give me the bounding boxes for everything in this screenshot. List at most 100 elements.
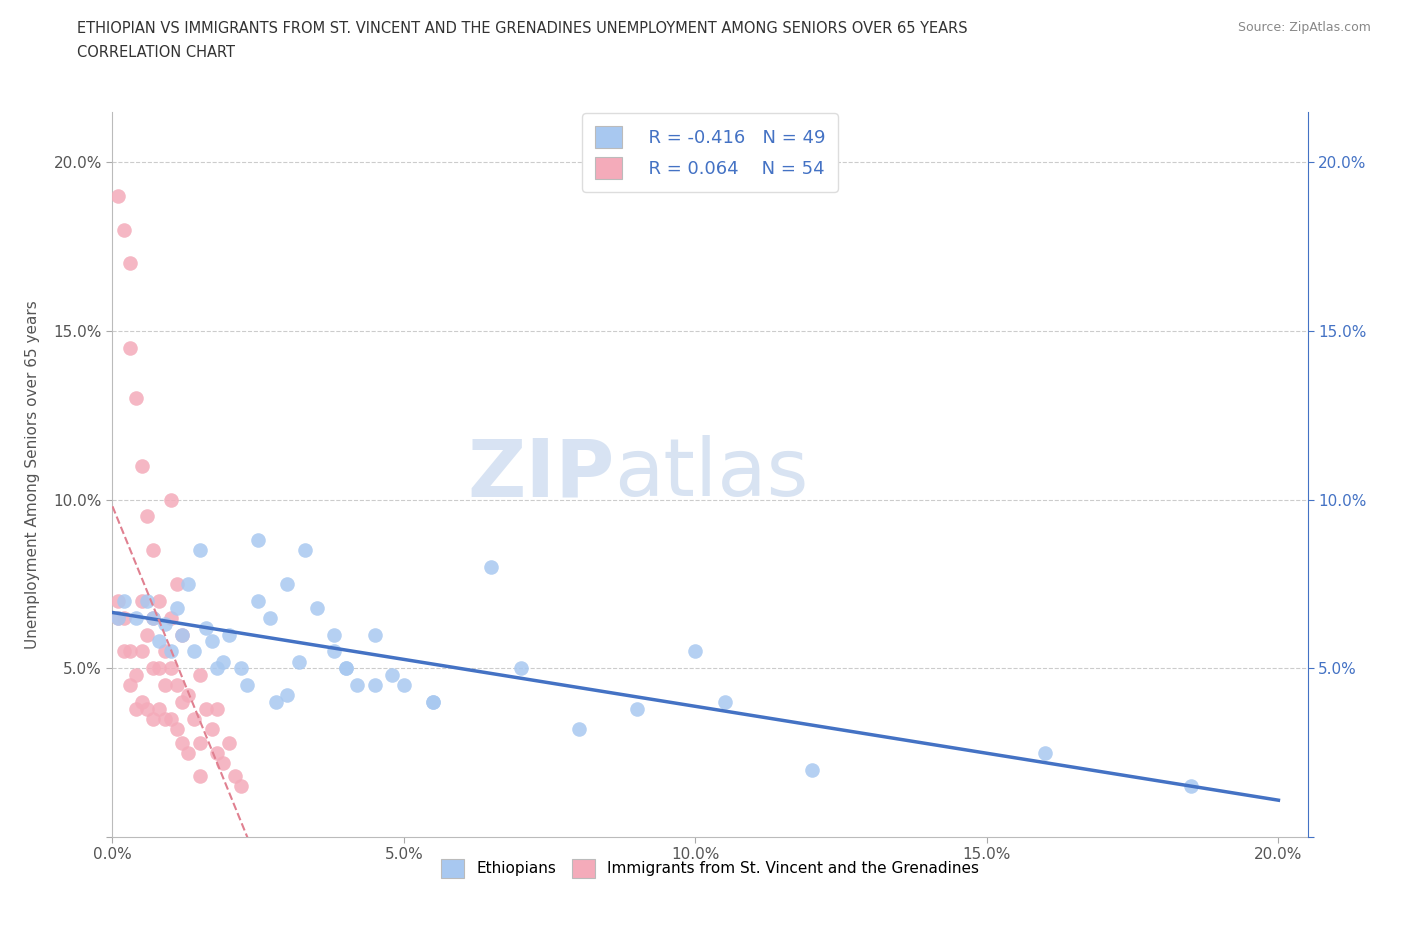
Point [247, 593, 270, 608]
Point [125, 668, 148, 683]
Point [188, 543, 211, 558]
Point [713, 695, 735, 710]
Point [131, 695, 153, 710]
Point [346, 678, 368, 693]
Legend: Ethiopians, Immigrants from St. Vincent and the Grenadines: Ethiopians, Immigrants from St. Vincent … [436, 853, 984, 884]
Point [153, 617, 176, 631]
Point [112, 593, 135, 608]
Point [212, 755, 235, 770]
Point [107, 610, 129, 625]
Point [183, 644, 205, 658]
Point [207, 701, 229, 716]
Text: ZIP: ZIP [467, 435, 614, 513]
Point [159, 644, 181, 658]
Point [107, 189, 129, 204]
Point [229, 779, 252, 794]
Point [177, 745, 200, 760]
Point [626, 701, 648, 716]
Point [229, 661, 252, 676]
Point [177, 577, 200, 591]
Point [107, 610, 129, 625]
Point [200, 634, 222, 649]
Point [335, 661, 357, 676]
Point [685, 644, 707, 658]
Point [148, 701, 170, 716]
Point [172, 735, 194, 750]
Point [194, 701, 217, 716]
Point [276, 577, 298, 591]
Point [118, 340, 141, 355]
Point [172, 627, 194, 642]
Point [177, 688, 200, 703]
Point [1180, 779, 1202, 794]
Point [131, 458, 153, 473]
Point [136, 593, 159, 608]
Point [1033, 745, 1056, 760]
Point [166, 722, 188, 737]
Point [335, 661, 357, 676]
Point [183, 711, 205, 726]
Point [188, 668, 211, 683]
Point [224, 769, 246, 784]
Point [294, 543, 316, 558]
Point [112, 610, 135, 625]
Y-axis label: Unemployment Among Seniors over 65 years: Unemployment Among Seniors over 65 years [25, 300, 39, 649]
Point [288, 654, 311, 669]
Point [259, 610, 281, 625]
Point [422, 695, 444, 710]
Point [323, 627, 346, 642]
Point [568, 722, 591, 737]
Point [481, 560, 503, 575]
Point [112, 644, 135, 658]
Point [118, 256, 141, 271]
Text: Source: ZipAtlas.com: Source: ZipAtlas.com [1237, 21, 1371, 34]
Point [801, 762, 824, 777]
Point [276, 688, 298, 703]
Point [509, 661, 531, 676]
Point [323, 644, 346, 658]
Point [264, 695, 287, 710]
Point [218, 627, 240, 642]
Point [218, 735, 240, 750]
Point [212, 654, 235, 669]
Point [125, 391, 148, 405]
Point [153, 711, 176, 726]
Point [118, 678, 141, 693]
Point [131, 593, 153, 608]
Point [166, 600, 188, 615]
Text: atlas: atlas [614, 435, 808, 513]
Point [207, 661, 229, 676]
Point [159, 492, 181, 507]
Point [136, 509, 159, 524]
Point [172, 695, 194, 710]
Point [142, 610, 165, 625]
Point [148, 661, 170, 676]
Point [194, 620, 217, 635]
Point [118, 644, 141, 658]
Point [142, 610, 165, 625]
Point [112, 222, 135, 237]
Point [166, 577, 188, 591]
Point [142, 711, 165, 726]
Point [136, 701, 159, 716]
Point [159, 711, 181, 726]
Point [159, 610, 181, 625]
Point [188, 735, 211, 750]
Point [364, 627, 387, 642]
Point [166, 678, 188, 693]
Point [305, 600, 328, 615]
Point [159, 661, 181, 676]
Point [364, 678, 387, 693]
Point [142, 661, 165, 676]
Point [188, 769, 211, 784]
Point [125, 701, 148, 716]
Text: ETHIOPIAN VS IMMIGRANTS FROM ST. VINCENT AND THE GRENADINES UNEMPLOYMENT AMONG S: ETHIOPIAN VS IMMIGRANTS FROM ST. VINCENT… [77, 21, 967, 36]
Point [142, 543, 165, 558]
Point [131, 644, 153, 658]
Point [392, 678, 415, 693]
Point [107, 593, 129, 608]
Point [148, 593, 170, 608]
Point [235, 678, 257, 693]
Point [153, 644, 176, 658]
Point [125, 610, 148, 625]
